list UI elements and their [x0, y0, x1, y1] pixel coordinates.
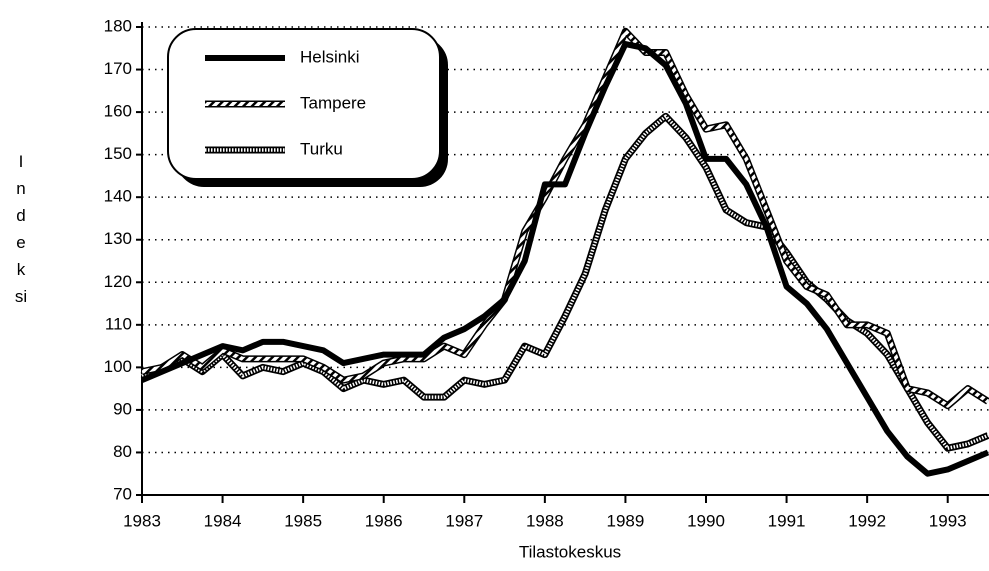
legend-label: Helsinki: [300, 47, 360, 66]
x-tick-label: 1990: [687, 511, 725, 530]
y-tick-label: 140: [104, 187, 132, 206]
x-tick-label: 1988: [526, 511, 564, 530]
legend: Helsinki Tampere Turku: [167, 28, 448, 187]
y-tick-label: 120: [104, 272, 132, 291]
x-tick-label: 1991: [768, 511, 806, 530]
x-tick-label: 1986: [365, 511, 403, 530]
y-tick-label: 160: [104, 102, 132, 121]
x-tick-label: 1983: [123, 511, 161, 530]
y-tick-label: 110: [105, 314, 132, 333]
line: [141, 29, 989, 408]
y-tick-label: 180: [104, 16, 132, 35]
legend-box: [167, 28, 441, 180]
line: [140, 41, 989, 477]
x-tick-label: 1985: [284, 511, 322, 530]
y-tick-label: 70: [113, 484, 132, 503]
y-tick-label: 130: [104, 229, 132, 248]
x-tick-label: 1989: [607, 511, 645, 530]
y-tick-label: 100: [104, 357, 132, 376]
y-tick-label: 80: [113, 442, 132, 461]
x-tick-label: 1993: [929, 511, 967, 530]
x-tick-label: 1992: [848, 511, 886, 530]
legend-label: Tampere: [300, 93, 366, 112]
y-tick-label: 170: [104, 59, 132, 78]
x-tick-label: 1984: [204, 511, 242, 530]
x-axis-label: Tilastokeskus: [519, 542, 621, 561]
y-tick-label: 90: [113, 399, 132, 418]
x-tick-label: 1987: [445, 511, 483, 530]
legend-label: Turku: [300, 139, 343, 158]
y-axis-label: Indeksi: [14, 152, 28, 306]
y-tick-label: 150: [104, 144, 132, 163]
